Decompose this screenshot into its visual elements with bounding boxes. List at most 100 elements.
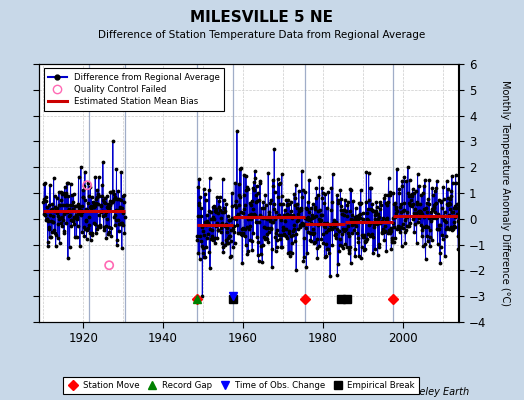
Point <box>421 256 430 262</box>
Point <box>345 250 354 256</box>
Point <box>416 201 424 208</box>
Point <box>276 201 284 208</box>
Point <box>88 230 96 236</box>
Point <box>343 202 352 208</box>
Point <box>445 226 453 232</box>
Point <box>354 238 363 245</box>
Point <box>243 216 252 222</box>
Point <box>216 207 224 214</box>
Point <box>58 202 67 208</box>
Point <box>418 190 427 196</box>
Point <box>260 234 268 240</box>
Point <box>204 208 213 214</box>
Point <box>209 204 217 210</box>
Point <box>316 219 324 225</box>
Point <box>244 248 253 254</box>
Point <box>67 181 75 188</box>
Point <box>355 210 364 217</box>
Point <box>357 200 365 206</box>
Point <box>105 205 113 212</box>
Point <box>81 218 90 224</box>
Point <box>234 212 243 219</box>
Point <box>388 220 397 226</box>
Point <box>194 202 203 208</box>
Point <box>119 199 128 205</box>
Point <box>257 204 266 211</box>
Point <box>314 222 323 228</box>
Point <box>256 177 265 184</box>
Point <box>238 224 247 231</box>
Point <box>277 243 286 250</box>
Point <box>93 187 101 193</box>
Point <box>111 212 119 218</box>
Point <box>353 213 361 219</box>
Point <box>441 226 450 233</box>
Point <box>448 226 456 233</box>
Point <box>412 212 420 218</box>
Point <box>350 226 358 233</box>
Point <box>296 224 304 230</box>
Point <box>95 212 103 219</box>
Point <box>416 208 424 214</box>
Point <box>386 191 394 198</box>
Point <box>316 212 325 218</box>
Point <box>107 189 115 195</box>
Point <box>240 192 248 198</box>
Point <box>352 223 361 230</box>
Point <box>113 196 122 202</box>
Point <box>363 210 371 216</box>
Point <box>74 200 82 207</box>
Point <box>289 227 297 234</box>
Point <box>360 247 368 253</box>
Point <box>87 203 95 210</box>
Point <box>310 229 318 236</box>
Point <box>297 207 305 213</box>
Point <box>212 206 220 212</box>
Point <box>330 217 339 223</box>
Point <box>82 236 91 242</box>
Point <box>307 219 315 226</box>
Point <box>195 200 203 206</box>
Point <box>89 198 97 205</box>
Point <box>72 234 81 240</box>
Point <box>194 213 202 220</box>
Point <box>259 242 267 248</box>
Point <box>430 202 438 208</box>
Point <box>334 197 342 203</box>
Point <box>250 212 259 218</box>
Point <box>410 190 418 196</box>
Point <box>89 203 97 210</box>
Point <box>98 182 106 188</box>
Point <box>108 198 117 205</box>
Point <box>399 220 407 227</box>
Point <box>302 205 310 211</box>
Point <box>198 223 206 230</box>
Point <box>47 207 55 213</box>
Point <box>312 213 320 219</box>
Point <box>263 236 271 242</box>
Point <box>428 185 436 192</box>
Point <box>269 177 277 183</box>
Point <box>83 199 92 206</box>
Point <box>92 196 101 202</box>
Point <box>44 218 52 224</box>
Point <box>402 178 410 185</box>
Point <box>52 204 60 211</box>
Point <box>69 198 77 205</box>
Point <box>274 213 282 220</box>
Point <box>382 248 390 255</box>
Point <box>63 180 72 186</box>
Point <box>195 255 204 262</box>
Point <box>114 188 122 194</box>
Point <box>423 224 432 230</box>
Point <box>414 208 423 214</box>
Point <box>58 223 66 230</box>
Point <box>344 199 353 206</box>
Point <box>311 204 320 210</box>
Point <box>216 222 224 228</box>
Point <box>299 187 307 193</box>
Point <box>445 196 454 202</box>
Point <box>51 204 59 210</box>
Point <box>223 229 232 236</box>
Point <box>303 199 312 205</box>
